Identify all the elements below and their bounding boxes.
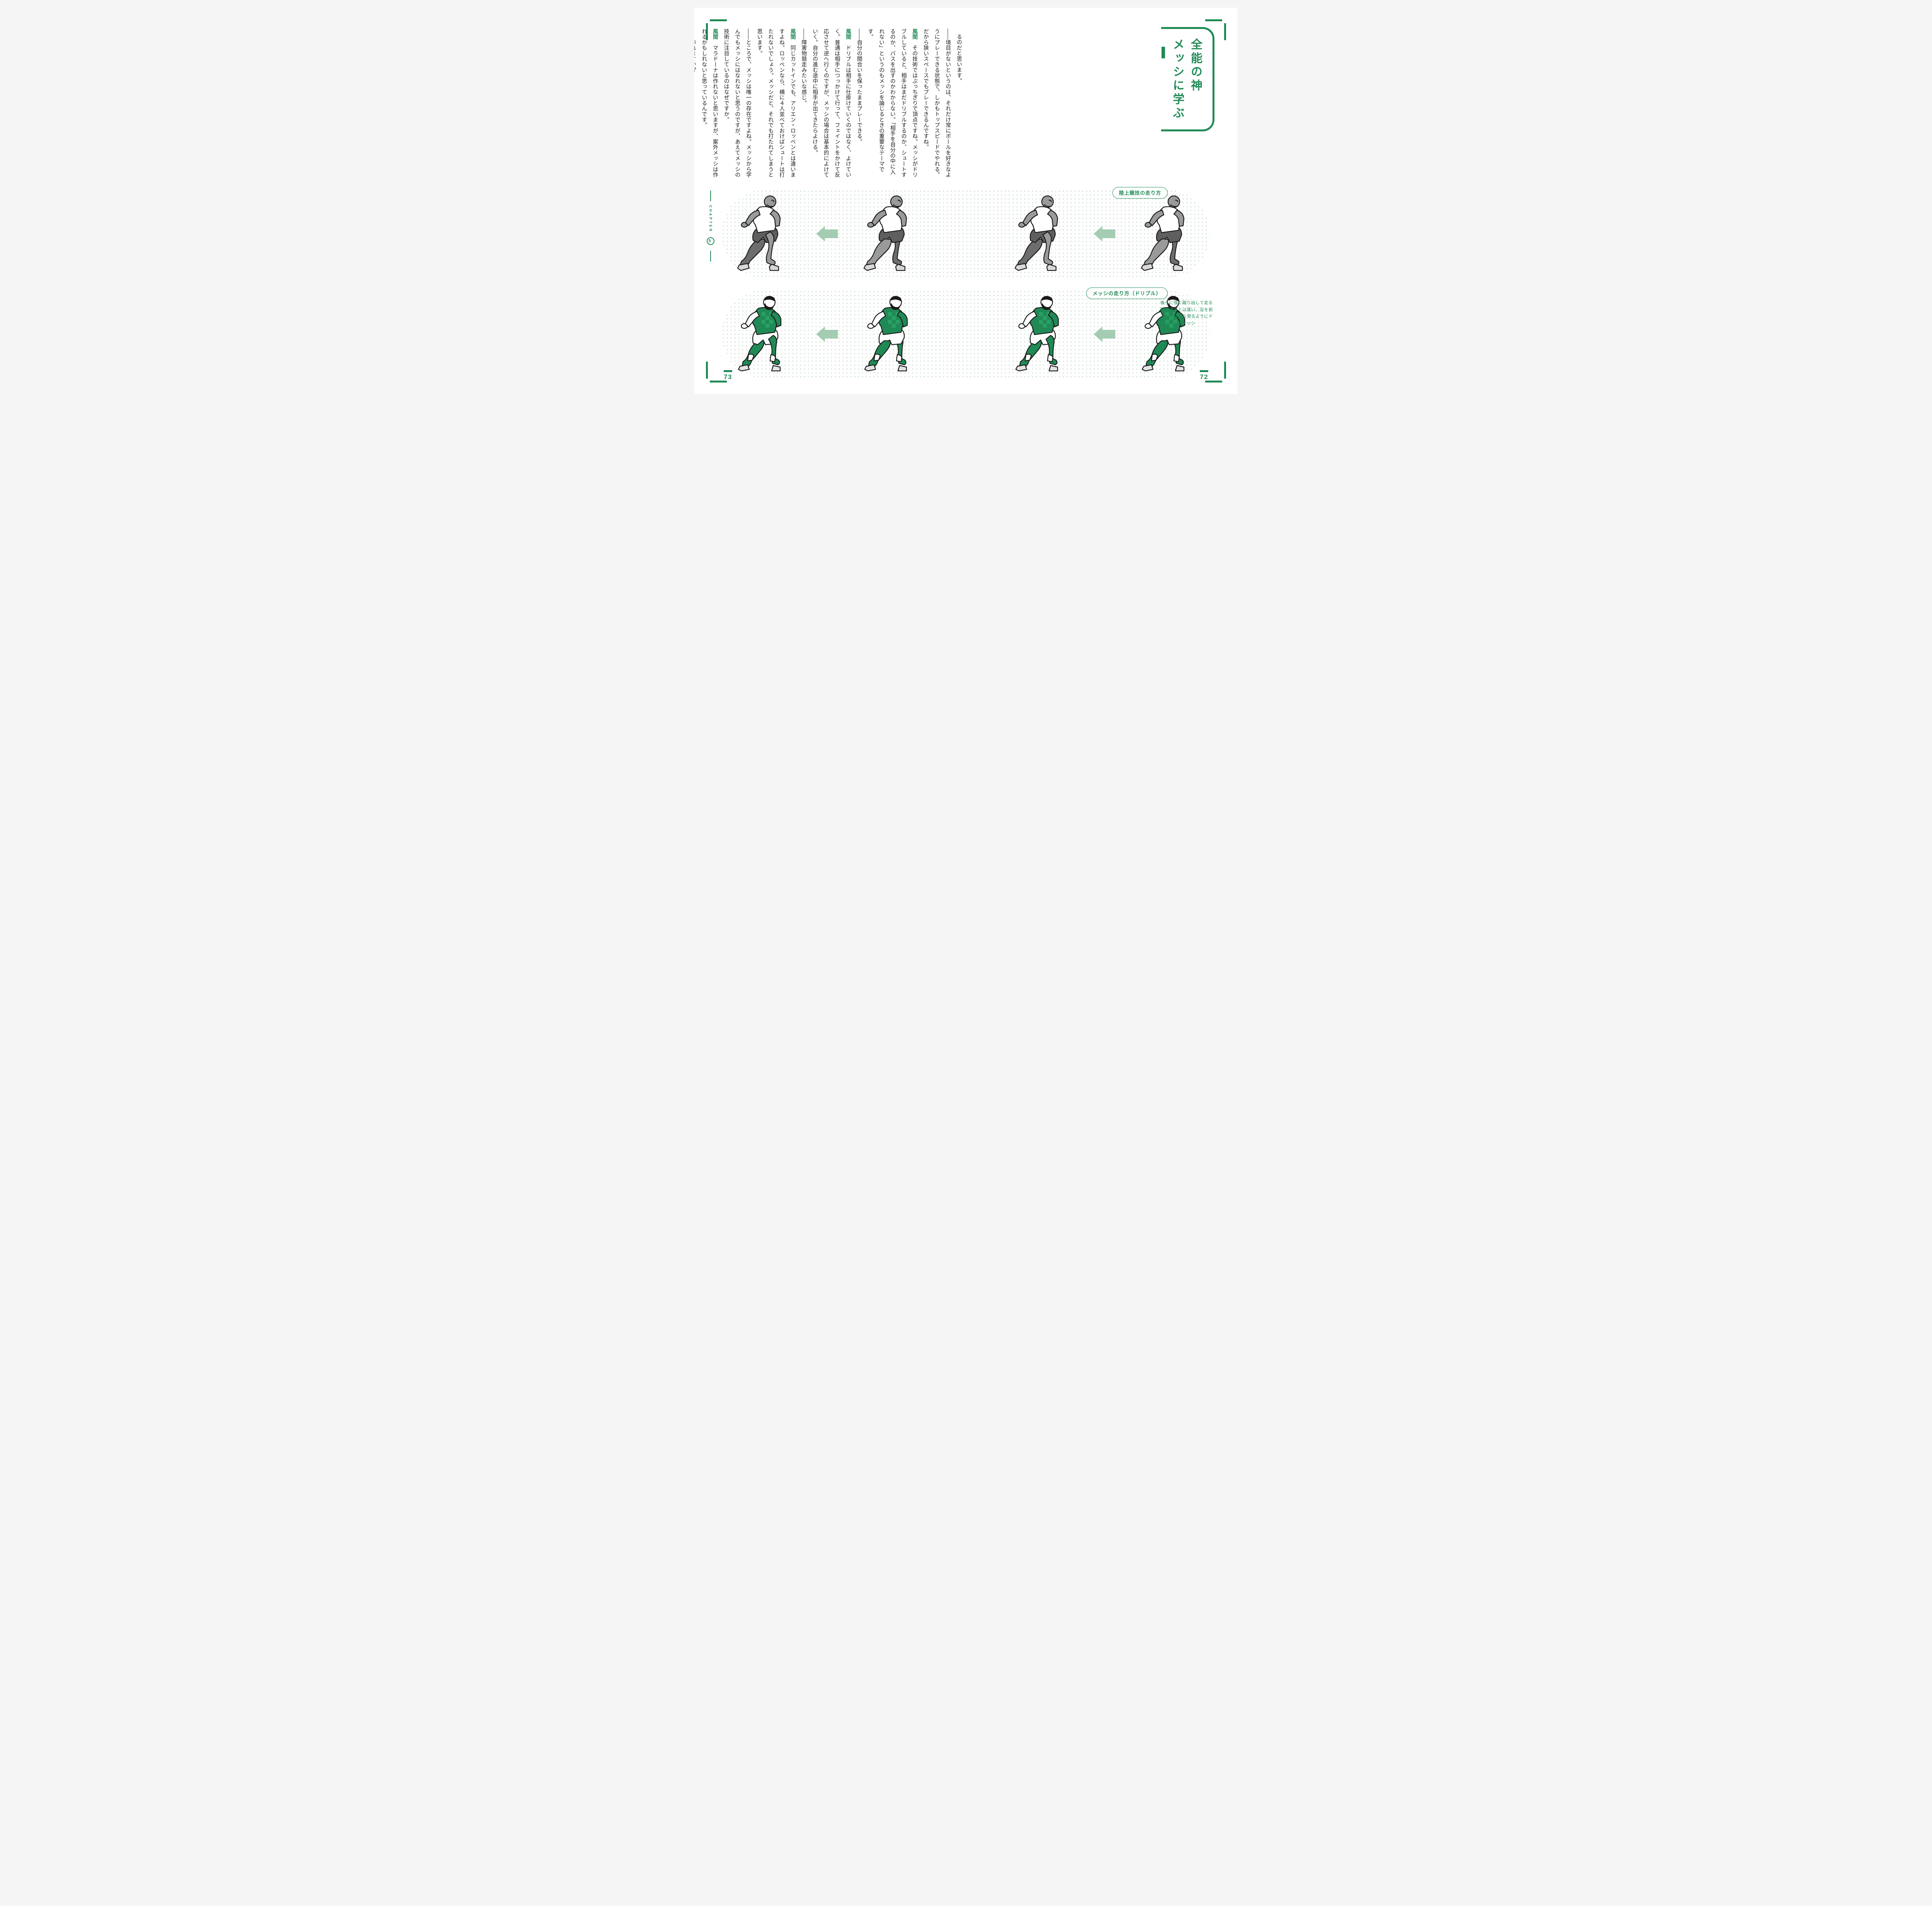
- runner-track-figure: [859, 193, 921, 274]
- spine-label: CHAPTER: [709, 205, 713, 233]
- article-paragraph: 風間 ドリブルは相手に仕掛けていくのではなく、よけていく。普通は相手につっかけて…: [810, 29, 854, 179]
- article-paragraph: ——自分の間合いを保ったままプレーできる。: [854, 29, 865, 179]
- page-number-right: 72: [1200, 370, 1208, 381]
- frame-corner: [1208, 365, 1226, 383]
- frame-corner: [706, 365, 724, 383]
- article-paragraph: ——作れますか？: [694, 29, 699, 179]
- chapter-mark-icon: [1162, 47, 1165, 58]
- article-body: るのだと思います。——境目がないというのは、それだけ常にボールを好きなようにプレ…: [718, 29, 965, 179]
- diagram-messi-dribble: メッシの走り方（ドリブル）: [721, 290, 1210, 379]
- diagram-track-running: 陸上競技の走り方: [721, 189, 1210, 278]
- article-paragraph: 風間 その技術ではぶっちぎりで頂点ですね。メッシがドリブルしていると、相手はまだ…: [865, 29, 920, 179]
- article-paragraph: ——境目がないというのは、それだけ常にボールを好きなようにプレーできる状態で、し…: [920, 29, 954, 179]
- arrow-left-icon: [1094, 326, 1116, 342]
- arrow-left-icon: [816, 326, 838, 342]
- speaker-name: 風間: [790, 29, 796, 45]
- runner-soccer-figure: [859, 294, 921, 375]
- chapter-title-line: メッシに学ぶ: [1171, 38, 1184, 120]
- runner-soccer-figure: [733, 294, 795, 375]
- speaker-name: 風間: [713, 29, 719, 45]
- spine-number: 5: [707, 237, 714, 245]
- speaker-name: 風間: [845, 29, 852, 45]
- chapter-heading: 全能の神 メッシに学ぶ: [1161, 27, 1214, 131]
- runner-track-figure: [733, 193, 795, 274]
- diagram-caption: 後ろに強く蹴り出して走る陸上選手とは違い、足を前に出しながら滑るようにドリブルす…: [1160, 300, 1214, 327]
- chapter-title-line: 全能の神: [1189, 38, 1202, 93]
- runner-track-figure: [1010, 193, 1072, 274]
- page-number-left: 73: [724, 370, 732, 381]
- arrow-left-icon: [1094, 226, 1116, 241]
- chapter-spine: CHAPTER 5: [707, 189, 714, 263]
- article-paragraph: 風間 同じカットインでも、アリエン・ロッベンとは違いますよね。ロッベンなら、横に…: [754, 29, 799, 179]
- article-paragraph: るのだと思います。: [954, 29, 965, 179]
- article-paragraph: 風間 マラドーナは作れないと思いますが、案外メッシは作れるかもしれないと思ってい…: [699, 29, 721, 179]
- article-paragraph: ——ところで、メッシは唯一の存在ですよね。メッシから学んでもメッシにはなれないと…: [721, 29, 754, 179]
- runner-track-figure: [1137, 193, 1199, 274]
- page-spread: 全能の神 メッシに学ぶ るのだと思います。——境目がないというのは、それだけ常に…: [694, 8, 1238, 394]
- article-paragraph: ——障害物競走みたいな感じ。: [799, 29, 810, 179]
- runner-soccer-figure: [1010, 294, 1072, 375]
- arrow-left-icon: [816, 226, 838, 241]
- speaker-name: 風間: [912, 29, 918, 45]
